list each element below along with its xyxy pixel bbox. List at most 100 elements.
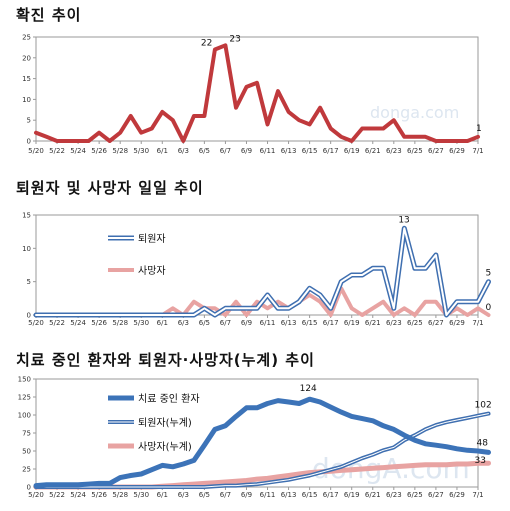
x-tick-label: 6/11 bbox=[260, 319, 276, 327]
data-label: 23 bbox=[229, 34, 240, 44]
y-tick-label: 0 bbox=[27, 312, 31, 320]
x-tick-label: 5/30 bbox=[133, 147, 149, 155]
x-tick-label: 6/3 bbox=[178, 147, 189, 155]
x-tick-label: 6/5 bbox=[199, 319, 210, 327]
data-label: 102 bbox=[475, 401, 492, 411]
x-tick-label: 7/1 bbox=[472, 147, 483, 155]
y-tick-label: 10 bbox=[22, 96, 31, 104]
x-tick-label: 6/1 bbox=[157, 491, 168, 499]
x-tick-label: 6/13 bbox=[281, 491, 297, 499]
x-tick-label: 6/15 bbox=[302, 147, 318, 155]
y-tick-label: 15 bbox=[22, 212, 31, 220]
x-tick-label: 5/24 bbox=[70, 147, 86, 155]
x-tick-label: 6/15 bbox=[302, 491, 318, 499]
x-tick-label: 6/5 bbox=[199, 147, 210, 155]
x-tick-label: 6/13 bbox=[281, 319, 297, 327]
y-tick-label: 50 bbox=[22, 448, 31, 456]
legend-item: 사망자(누계) bbox=[108, 441, 192, 453]
x-tick-label: 6/7 bbox=[220, 319, 231, 327]
x-tick-label: 7/1 bbox=[472, 319, 483, 327]
plot-frame bbox=[35, 36, 479, 142]
x-tick-label: 5/24 bbox=[70, 319, 86, 327]
series-line bbox=[33, 396, 491, 489]
data-label: 0 bbox=[486, 303, 492, 313]
x-tick-label: 6/9 bbox=[241, 147, 252, 155]
x-tick-label: 5/20 bbox=[28, 147, 44, 155]
series-line bbox=[34, 43, 480, 143]
data-label: 22 bbox=[201, 38, 212, 48]
x-tick-label: 6/25 bbox=[407, 491, 423, 499]
x-tick-label: 6/7 bbox=[220, 491, 231, 499]
panel-title-cumulative: 치료 중인 환자와 퇴원자·사망자(누계) 추이 bbox=[16, 351, 315, 369]
x-tick-label: 6/29 bbox=[449, 491, 465, 499]
x-tick-label: 6/17 bbox=[323, 147, 339, 155]
y-tick-label: 10 bbox=[22, 245, 31, 253]
x-tick-label: 5/28 bbox=[112, 147, 128, 155]
x-tick-label: 6/5 bbox=[199, 491, 210, 499]
data-label: 13 bbox=[398, 215, 409, 225]
chart-1: donga.com 0 5 10 15 20 25 5/20 5/22 5/24 5/26 5/28 5… bbox=[22, 34, 484, 156]
series-퇴원자 bbox=[33, 225, 491, 318]
x-tick-label: 6/21 bbox=[365, 319, 381, 327]
x-tick-label: 6/7 bbox=[220, 147, 231, 155]
x-tick-label: 6/3 bbox=[178, 319, 189, 327]
x-tick-label: 5/24 bbox=[70, 491, 86, 499]
y-tick-label: 150 bbox=[18, 376, 31, 384]
series-line-inner bbox=[35, 227, 490, 316]
data-label: 33 bbox=[475, 456, 486, 466]
x-tick-label: 6/23 bbox=[386, 147, 402, 155]
series-치료 중인 환자 bbox=[33, 396, 491, 489]
x-tick-label: 6/23 bbox=[386, 491, 402, 499]
legend-item: 퇴원자 bbox=[108, 233, 166, 245]
x-tick-label: 5/28 bbox=[112, 491, 128, 499]
x-tick-label: 5/30 bbox=[133, 319, 149, 327]
y-tick-label: 0 bbox=[27, 484, 31, 492]
x-tick-label: 6/9 bbox=[241, 319, 252, 327]
chart-2: 0 5 10 15 5/20 5/22 5/24 5/26 5/28 5/30 6/1 6/3 6/5 6… bbox=[22, 212, 491, 328]
data-label: 1 bbox=[476, 124, 482, 134]
y-tick-label: 20 bbox=[22, 54, 31, 62]
y-tick-label: 5 bbox=[27, 278, 31, 286]
x-tick-label: 6/23 bbox=[386, 319, 402, 327]
watermark: donga.com bbox=[370, 103, 459, 122]
x-tick-label: 6/1 bbox=[157, 147, 168, 155]
x-tick-label: 6/17 bbox=[323, 491, 339, 499]
y-tick-label: 125 bbox=[18, 394, 31, 402]
x-tick-label: 5/26 bbox=[91, 147, 107, 155]
x-tick-label: 6/25 bbox=[407, 319, 423, 327]
x-tick-label: 5/26 bbox=[91, 319, 107, 327]
x-tick-label: 5/26 bbox=[91, 491, 107, 499]
panel-title-confirmed: 확진 추이 bbox=[16, 6, 82, 24]
data-label: 124 bbox=[300, 384, 317, 394]
series-values bbox=[34, 43, 480, 143]
x-tick-label: 6/19 bbox=[344, 319, 360, 327]
x-tick-label: 6/15 bbox=[302, 319, 318, 327]
legend-label: 사망자 bbox=[138, 265, 166, 277]
x-tick-label: 5/20 bbox=[28, 319, 44, 327]
x-tick-label: 6/27 bbox=[428, 147, 444, 155]
data-label: 5 bbox=[486, 269, 492, 279]
legend-item: 치료 중인 환자 bbox=[108, 393, 200, 405]
x-tick-label: 6/27 bbox=[428, 319, 444, 327]
x-tick-label: 6/25 bbox=[407, 147, 423, 155]
y-tick-label: 25 bbox=[22, 34, 31, 42]
series-퇴원자(누계) bbox=[34, 411, 491, 489]
x-tick-label: 5/22 bbox=[49, 147, 65, 155]
x-tick-label: 6/11 bbox=[260, 491, 276, 499]
x-tick-label: 7/1 bbox=[472, 491, 483, 499]
y-tick-label: 25 bbox=[22, 466, 31, 474]
x-tick-label: 5/28 bbox=[112, 319, 128, 327]
x-tick-label: 5/20 bbox=[28, 491, 44, 499]
legend-label: 퇴원자(누계) bbox=[138, 417, 192, 429]
legend-item: 퇴원자(누계) bbox=[108, 417, 192, 429]
x-tick-label: 6/13 bbox=[281, 147, 297, 155]
x-tick-label: 6/17 bbox=[323, 319, 339, 327]
x-tick-label: 5/30 bbox=[133, 491, 149, 499]
y-tick-label: 100 bbox=[18, 412, 31, 420]
legend-label: 사망자(누계) bbox=[138, 441, 192, 453]
x-tick-label: 6/29 bbox=[449, 147, 465, 155]
legend-item: 사망자 bbox=[108, 265, 166, 277]
y-tick-label: 0 bbox=[27, 138, 31, 146]
